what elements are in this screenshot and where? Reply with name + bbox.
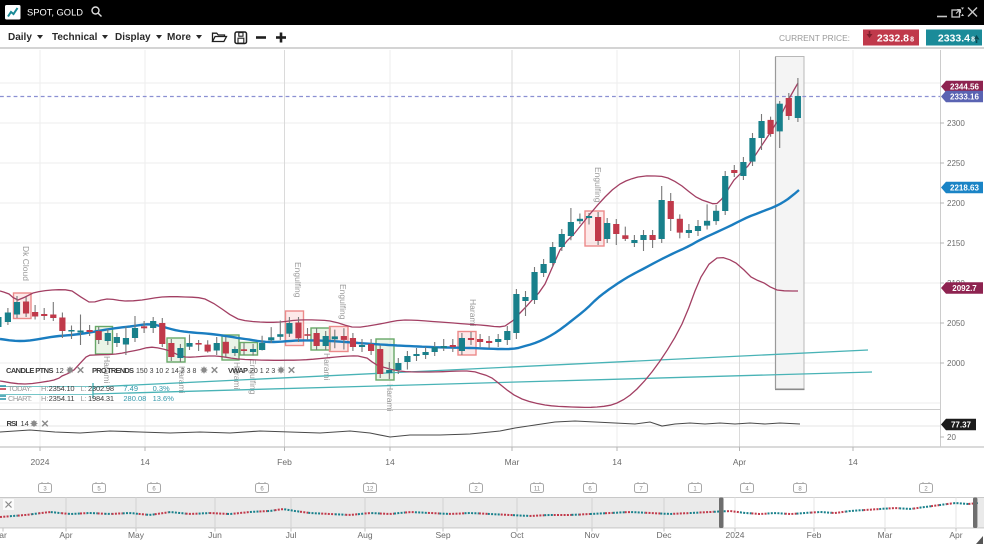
svg-text:20 1 2 3: 20 1 2 3: [250, 368, 275, 375]
svg-text:Apr: Apr: [949, 530, 962, 540]
svg-text:8: 8: [910, 37, 914, 44]
svg-text:3: 3: [43, 487, 47, 493]
svg-text:Oct: Oct: [510, 530, 524, 540]
svg-text:L:: L:: [81, 394, 87, 403]
svg-text:2218.63: 2218.63: [950, 184, 979, 193]
svg-text:2302.98: 2302.98: [88, 384, 114, 393]
svg-text:12: 12: [367, 487, 374, 493]
svg-text:2344.56: 2344.56: [950, 83, 979, 92]
svg-text:6: 6: [260, 487, 264, 493]
svg-text:VWAP: VWAP: [228, 366, 248, 375]
svg-text:2200: 2200: [947, 199, 965, 208]
svg-text:2354.11: 2354.11: [49, 394, 75, 403]
svg-text:12: 12: [56, 366, 64, 375]
svg-text:2024: 2024: [726, 530, 745, 540]
svg-text:2024: 2024: [31, 457, 50, 467]
svg-text:Apr: Apr: [733, 457, 746, 467]
svg-text:Mar: Mar: [878, 530, 893, 540]
svg-text:May: May: [128, 530, 145, 540]
svg-text:6: 6: [588, 487, 592, 493]
svg-text:14: 14: [385, 457, 395, 467]
svg-text:CURRENT PRICE:: CURRENT PRICE:: [779, 34, 850, 43]
svg-text:Harami: Harami: [468, 299, 478, 327]
svg-text:2333.16: 2333.16: [950, 93, 979, 102]
svg-text:2092.7: 2092.7: [952, 284, 977, 293]
svg-text:Feb: Feb: [807, 530, 822, 540]
svg-text:8: 8: [798, 487, 802, 493]
svg-text:14: 14: [612, 457, 622, 467]
svg-text:20: 20: [947, 433, 956, 442]
svg-text:1: 1: [693, 487, 697, 493]
svg-text:Harami: Harami: [102, 356, 112, 384]
svg-text:Harami: Harami: [177, 366, 187, 394]
svg-text:Harami: Harami: [322, 353, 332, 381]
svg-text:2050: 2050: [947, 319, 965, 328]
svg-text:Engulfing: Engulfing: [593, 167, 603, 203]
svg-text:2332.8: 2332.8: [877, 33, 909, 45]
svg-text:2150: 2150: [947, 239, 965, 248]
svg-text:11: 11: [534, 487, 541, 493]
svg-text:Feb: Feb: [277, 457, 292, 467]
svg-text:2354.10: 2354.10: [49, 384, 75, 393]
svg-text:14: 14: [140, 457, 150, 467]
svg-text:77.37: 77.37: [951, 421, 972, 430]
svg-text:Mar: Mar: [505, 457, 520, 467]
svg-text:PRO TRENDS: PRO TRENDS: [92, 366, 134, 375]
svg-text:Nov: Nov: [584, 530, 600, 540]
svg-text:Engulfing: Engulfing: [248, 359, 258, 395]
svg-text:Engulfing: Engulfing: [338, 284, 348, 320]
svg-text:2300: 2300: [947, 119, 965, 128]
svg-text:2333.4: 2333.4: [938, 33, 970, 45]
svg-text:Apr: Apr: [59, 530, 72, 540]
svg-text:14: 14: [848, 457, 858, 467]
svg-text:H:: H:: [41, 394, 49, 403]
svg-text:TODAY:: TODAY:: [8, 384, 32, 393]
svg-text:SPOT, GOLD: SPOT, GOLD: [27, 8, 83, 19]
svg-text:H:: H:: [41, 384, 49, 393]
svg-text:14: 14: [21, 419, 29, 428]
svg-text:7: 7: [639, 487, 643, 493]
svg-text:4: 4: [745, 487, 749, 493]
svg-text:6: 6: [152, 487, 156, 493]
svg-text:CANDLE PTNS: CANDLE PTNS: [6, 366, 54, 375]
svg-text:8: 8: [971, 37, 975, 44]
svg-text:Harami: Harami: [385, 384, 395, 412]
svg-text:Jun: Jun: [208, 530, 222, 540]
svg-text:0.3%: 0.3%: [153, 384, 170, 393]
svg-text:L:: L:: [81, 384, 87, 393]
svg-text:280.08: 280.08: [123, 394, 146, 403]
svg-text:Engulfing: Engulfing: [293, 262, 303, 298]
svg-text:Aug: Aug: [357, 530, 372, 540]
svg-text:Jul: Jul: [286, 530, 297, 540]
svg-text:7.49: 7.49: [123, 384, 138, 393]
svg-text:CHART:: CHART:: [8, 394, 32, 403]
svg-text:RSI: RSI: [7, 419, 18, 428]
svg-text:Dk Cloud: Dk Cloud: [21, 246, 31, 281]
svg-text:Sep: Sep: [435, 530, 450, 540]
svg-text:13.6%: 13.6%: [153, 394, 175, 403]
svg-text:150 3 10 2 14 2 3 8: 150 3 10 2 14 2 3 8: [136, 368, 196, 375]
svg-text:Dec: Dec: [656, 530, 672, 540]
svg-text:5: 5: [97, 487, 101, 493]
svg-text:1984.31: 1984.31: [88, 394, 114, 403]
svg-text:2: 2: [924, 487, 928, 493]
svg-text:ar: ar: [0, 530, 7, 540]
svg-text:Harami: Harami: [232, 362, 242, 390]
svg-text:2000: 2000: [947, 359, 965, 368]
svg-text:2: 2: [474, 487, 478, 493]
svg-text:2250: 2250: [947, 159, 965, 168]
